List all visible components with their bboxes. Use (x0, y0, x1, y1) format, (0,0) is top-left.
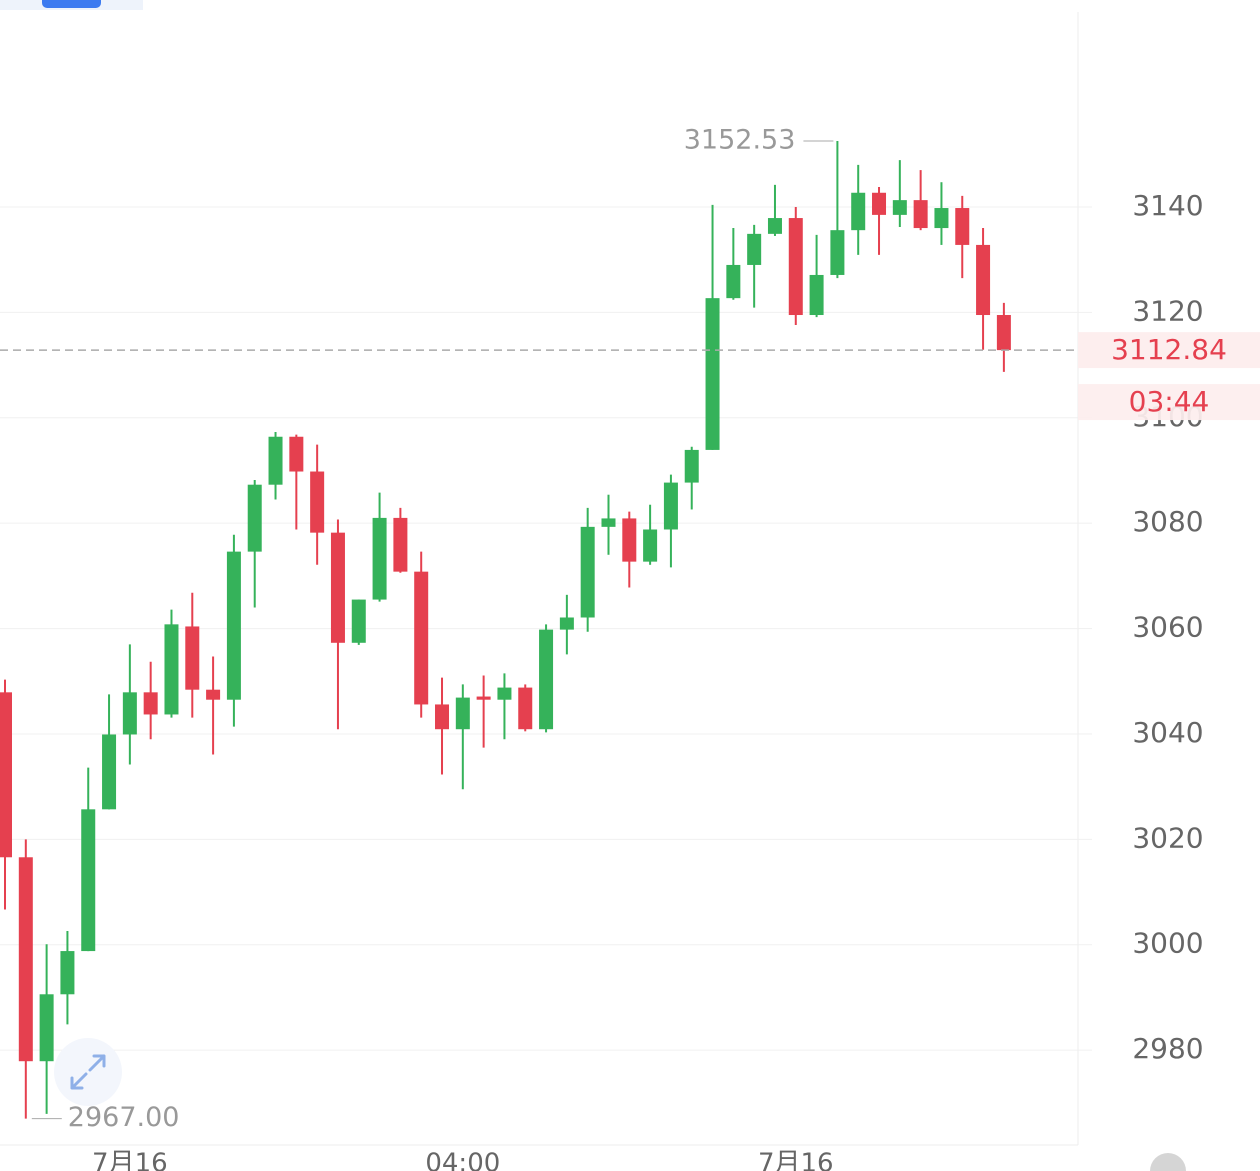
last-price-label: 3112.84 (1111, 333, 1227, 366)
candle-body (497, 687, 512, 700)
x-tick-label: 7月16 (92, 1149, 168, 1171)
candle-body (60, 951, 75, 995)
candle-body (206, 689, 221, 700)
candle-body (580, 526, 595, 618)
candle-body (643, 529, 658, 562)
candle-body (726, 264, 741, 299)
candle-body (872, 192, 887, 215)
x-tick-label: 7月16 (758, 1149, 834, 1171)
candle-body (955, 208, 970, 245)
candle-body (330, 532, 345, 643)
candle-body (747, 233, 762, 265)
candle-body (996, 315, 1011, 351)
candle-body (539, 629, 554, 730)
candle-body (851, 192, 866, 231)
min-label: 2967.00 (68, 1102, 180, 1133)
y-tick-label: 3040 (1132, 716, 1203, 749)
candle-body (247, 484, 262, 552)
candle-body (414, 571, 429, 705)
candle-body (767, 218, 782, 234)
candle-body (601, 518, 616, 527)
active-tab[interactable] (42, 0, 101, 8)
y-tick-label: 3060 (1132, 611, 1203, 644)
candle-body (143, 692, 158, 715)
candle-body (289, 436, 304, 472)
y-tick-label: 3080 (1132, 505, 1203, 538)
candle-body (268, 436, 283, 485)
candle-body (393, 517, 408, 572)
candle-body (559, 617, 574, 630)
candle-body (830, 230, 845, 275)
y-tick-label: 3140 (1132, 189, 1203, 222)
candle-body (81, 809, 96, 952)
y-tick-label: 2980 (1132, 1032, 1203, 1065)
candle-body (518, 687, 533, 730)
candle-body (809, 274, 824, 316)
candle-body (18, 857, 33, 1062)
candle-body (622, 518, 637, 562)
candles (0, 140, 1011, 1119)
corner-button[interactable] (1150, 1153, 1186, 1171)
y-tick-label: 3000 (1132, 927, 1203, 960)
candle-body (102, 734, 117, 810)
candle-body (788, 218, 803, 316)
candle-body (164, 624, 179, 715)
countdown-box (1078, 384, 1260, 421)
y-tick-label: 3020 (1132, 821, 1203, 854)
candle-body (934, 208, 949, 229)
candle-body (226, 551, 241, 700)
candle-body (976, 244, 991, 316)
y-tick-label: 3120 (1132, 294, 1203, 327)
max-label: 3152.53 (684, 124, 796, 155)
candle-body (913, 200, 928, 229)
candle-body (351, 599, 366, 643)
candle-body (705, 298, 720, 450)
candle-body (39, 994, 54, 1062)
candle-body (122, 692, 137, 735)
candle-body (892, 200, 907, 215)
countdown-label: 03:44 (1129, 385, 1210, 418)
candle-body (435, 704, 450, 730)
expand-button[interactable] (54, 1038, 122, 1106)
x-tick-label: 04:00 (425, 1149, 500, 1171)
grid (0, 206, 1092, 1051)
candle-body (185, 626, 200, 690)
candle-body (310, 471, 325, 533)
candle-body (372, 517, 387, 600)
candle-body (0, 692, 12, 858)
candle-body (476, 696, 491, 700)
candle-body (663, 482, 678, 530)
candle-body (455, 697, 470, 730)
last-price-box (1078, 332, 1260, 369)
candle-body (684, 449, 699, 483)
expand-icon (70, 1054, 106, 1090)
